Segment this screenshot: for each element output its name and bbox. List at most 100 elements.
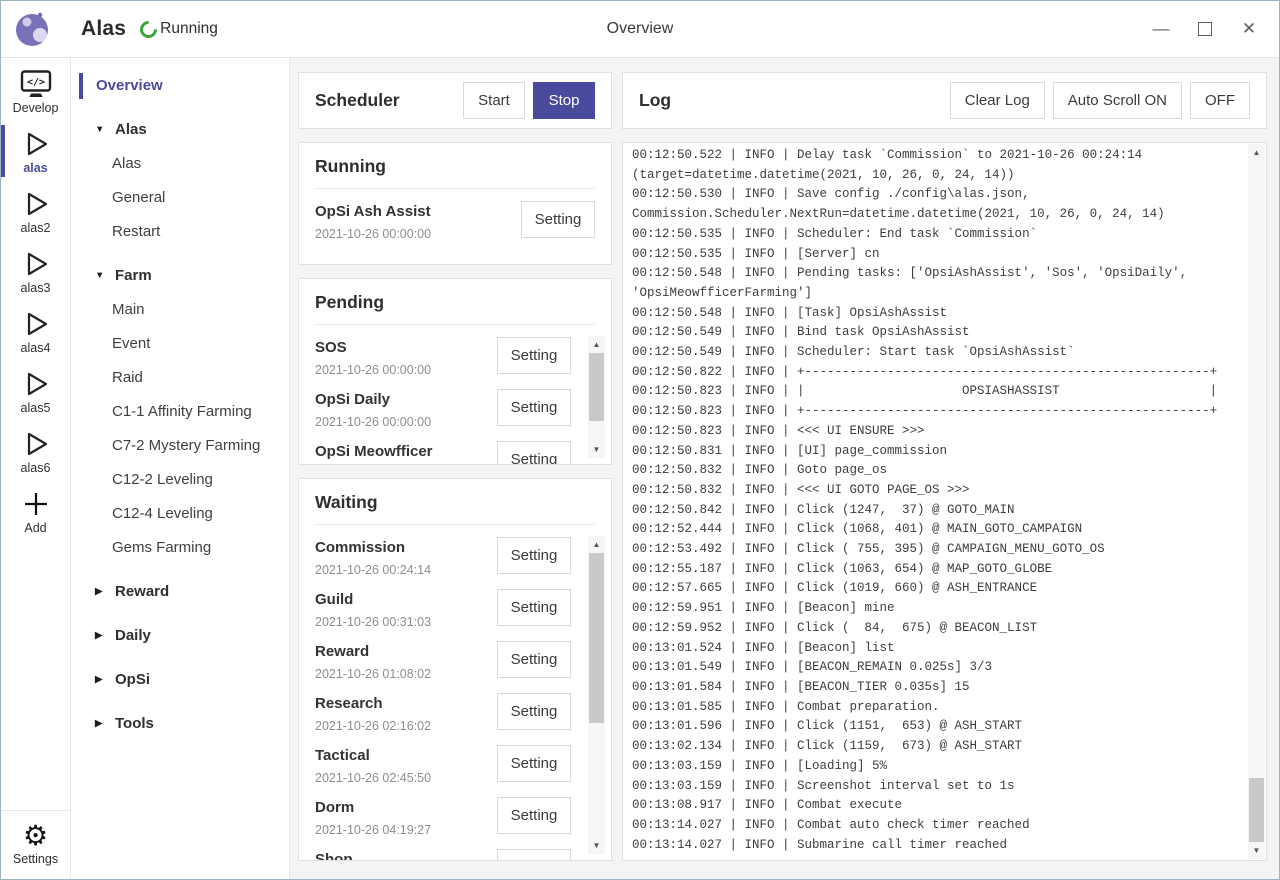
title-bar: Alas Running Overview — ✕: [1, 1, 1279, 58]
nav-item-c1-1-affinity-farming[interactable]: C1-1 Affinity Farming: [112, 403, 252, 420]
nav-group-label: Alas: [115, 121, 147, 138]
pending-title: Pending: [315, 292, 595, 326]
rail-item-label: alas4: [20, 341, 51, 355]
scrollbar-track[interactable]: [1248, 161, 1265, 842]
instance-rail: </> Develop alas alas2: [1, 58, 71, 879]
setting-button[interactable]: Setting: [497, 389, 571, 427]
nav-item-raid[interactable]: Raid: [112, 369, 143, 386]
task-row: SOS 2021-10-26 00:00:00 Setting: [315, 337, 571, 378]
task-next-run-time: 2021-10-26 00:31:03: [315, 614, 432, 629]
nav-group-label: Daily: [115, 627, 151, 644]
setting-button[interactable]: Setting: [497, 441, 571, 464]
running-title: Running: [315, 156, 595, 189]
nav-item-restart[interactable]: Restart: [112, 223, 161, 240]
pending-scrollbar[interactable]: ▲ ▼: [588, 336, 605, 458]
setting-button[interactable]: Setting: [497, 796, 571, 834]
rail-item-label: Develop: [12, 101, 59, 115]
log-scrollbar[interactable]: ▲ ▼: [1248, 144, 1265, 859]
rail-item-alas2[interactable]: alas2: [1, 188, 70, 236]
setting-button[interactable]: Setting: [497, 337, 571, 375]
chevron-right-icon: ▶: [95, 674, 103, 685]
nav-item-main[interactable]: Main: [112, 301, 145, 318]
auto-scroll-off-button[interactable]: OFF: [1190, 82, 1250, 119]
chevron-down-icon: ▼: [95, 124, 105, 135]
nav-item-c7-2-mystery-farming[interactable]: C7-2 Mystery Farming: [112, 437, 261, 454]
waiting-card: Waiting Commission 2021-10-26 00:24:14 S…: [298, 477, 612, 861]
scroll-down-icon[interactable]: ▼: [592, 841, 601, 850]
rail-item-alas5[interactable]: alas5: [1, 368, 70, 416]
scrollbar-thumb[interactable]: [589, 353, 604, 422]
task-row: Shop Setting: [315, 848, 571, 860]
task-name: OpSi Meowfficer Farming: [315, 443, 433, 461]
nav-item-c12-2-leveling[interactable]: C12-2 Leveling: [112, 471, 213, 488]
task-name: Guild: [315, 590, 354, 608]
nav-group-alas[interactable]: ▼ Alas: [71, 120, 289, 140]
scheduler-title: Scheduler: [315, 90, 400, 110]
task-next-run-time: 2021-10-26 00:00:00: [315, 227, 432, 241]
start-button[interactable]: Start: [463, 82, 525, 119]
nav-item-general[interactable]: General: [112, 189, 166, 206]
task-row: Guild 2021-10-26 00:31:03 Setting: [315, 588, 571, 630]
setting-button[interactable]: Setting: [497, 692, 571, 730]
rail-item-settings[interactable]: ⚙ Settings: [1, 810, 70, 879]
rail-item-alas[interactable]: alas: [1, 125, 70, 177]
rail-item-alas6[interactable]: alas6: [1, 428, 70, 476]
rail-item-alas3[interactable]: alas3: [1, 248, 70, 296]
auto-scroll-on-button[interactable]: Auto Scroll ON: [1052, 82, 1182, 119]
rail-item-develop[interactable]: </> Develop: [1, 68, 70, 116]
scrollbar-thumb[interactable]: [1249, 778, 1264, 842]
setting-button[interactable]: Setting: [497, 744, 571, 782]
chevron-down-icon: ▼: [95, 270, 105, 281]
scheduler-header-card: Scheduler Start Stop: [298, 72, 612, 129]
nav-item-event[interactable]: Event: [112, 335, 151, 352]
setting-button[interactable]: Setting: [497, 588, 571, 626]
setting-button[interactable]: Setting: [521, 201, 595, 238]
task-row: Research 2021-10-26 02:16:02 Setting: [315, 692, 571, 734]
nav-group-label: Reward: [115, 583, 170, 600]
nav-group-tools[interactable]: ▶ Tools: [71, 714, 289, 734]
task-next-run-time: 2021-10-26 01:08:02: [315, 666, 432, 681]
rail-item-label: alas: [23, 161, 48, 175]
scroll-up-icon[interactable]: ▲: [1252, 148, 1261, 157]
gear-icon: ⚙: [22, 820, 49, 851]
stop-button[interactable]: Stop: [533, 82, 595, 119]
scheduler-actions: Start Stop: [463, 82, 595, 119]
minimize-icon[interactable]: —: [1152, 19, 1170, 38]
nav-group-opsi[interactable]: ▶ OpSi: [71, 670, 289, 690]
scrollbar-track[interactable]: [588, 552, 605, 837]
scroll-up-icon[interactable]: ▲: [592, 340, 601, 350]
waiting-scrollbar[interactable]: ▲ ▼: [588, 535, 605, 854]
scroll-down-icon[interactable]: ▼: [592, 444, 601, 454]
pending-task-list: SOS 2021-10-26 00:00:00 Setting OpSi Dai…: [315, 337, 595, 464]
task-next-run-time: 2021-10-26 00:00:00: [315, 415, 432, 430]
setting-button[interactable]: Setting: [497, 640, 571, 678]
code-monitor-icon: </>: [19, 68, 53, 100]
task-name: Research: [315, 694, 383, 712]
rail-item-alas4[interactable]: alas4: [1, 308, 70, 356]
nav-group-daily[interactable]: ▶ Daily: [71, 626, 289, 646]
scroll-up-icon[interactable]: ▲: [592, 539, 601, 549]
nav-group-reward[interactable]: ▶ Reward: [71, 582, 289, 602]
scrollbar-thumb[interactable]: [589, 552, 604, 723]
play-icon: [21, 248, 51, 280]
log-actions: Clear Log Auto Scroll ON OFF: [949, 82, 1250, 119]
nav-item-c12-4-leveling[interactable]: C12-4 Leveling: [112, 505, 213, 522]
rail-item-add[interactable]: Add: [1, 488, 70, 536]
chevron-right-icon: ▶: [95, 718, 103, 729]
nav-item-alas[interactable]: Alas: [112, 155, 142, 172]
nav-item-gems-farming[interactable]: Gems Farming: [112, 539, 212, 556]
nav-group-farm[interactable]: ▼ Farm: [71, 266, 289, 286]
setting-button[interactable]: Setting: [497, 536, 571, 574]
scrollbar-track[interactable]: [588, 353, 605, 441]
maximize-icon[interactable]: [1183, 8, 1227, 50]
scroll-down-icon[interactable]: ▼: [1252, 846, 1261, 855]
close-icon[interactable]: ✕: [1241, 19, 1257, 38]
setting-button[interactable]: Setting: [497, 848, 571, 860]
play-icon: [21, 188, 51, 220]
nav-item-overview[interactable]: Overview: [71, 73, 289, 99]
clear-log-button[interactable]: Clear Log: [949, 82, 1045, 119]
window-controls: — ✕: [1139, 8, 1279, 50]
running-spinner-icon: [136, 16, 161, 42]
task-row: Reward 2021-10-26 01:08:02 Setting: [315, 640, 571, 682]
log-column: Log Clear Log Auto Scroll ON OFF 00:12:5…: [622, 72, 1267, 861]
